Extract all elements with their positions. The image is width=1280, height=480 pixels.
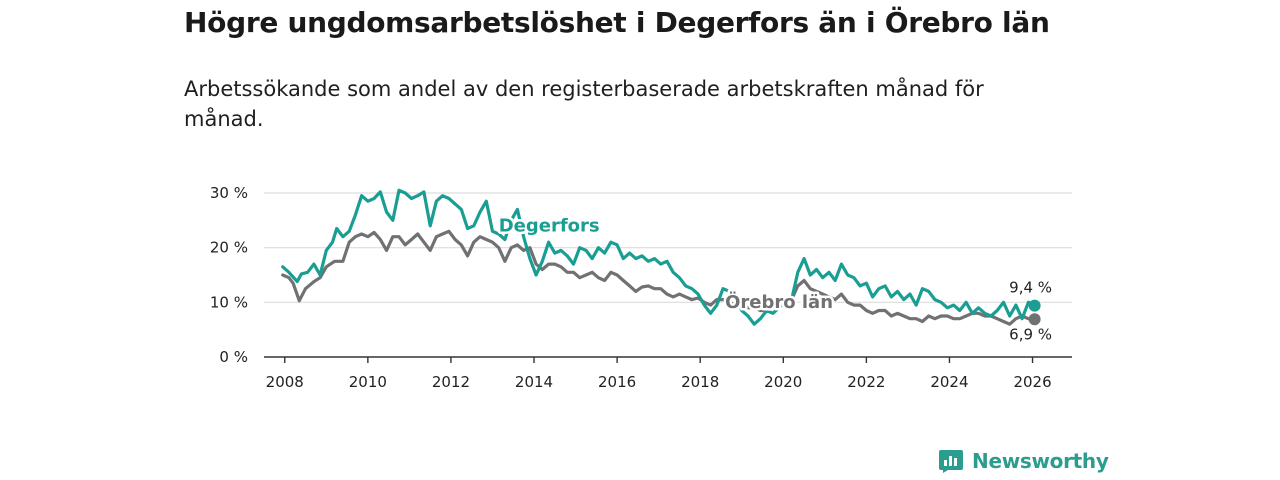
- y-axis-ticks: 0 % 10 % 20 % 30 %: [210, 184, 248, 366]
- x-axis-ticks: 2008 2010 2012 2014 2016 2018 2020 2022 2024 2026: [266, 357, 1052, 391]
- y-tick-label: 10 %: [210, 293, 248, 311]
- x-tick-label: 2026: [1013, 373, 1051, 391]
- x-tick-label: 2024: [930, 373, 968, 391]
- brand-name: Newsworthy: [972, 449, 1109, 473]
- x-tick-label: 2020: [764, 373, 802, 391]
- x-tick-label: 2014: [515, 373, 553, 391]
- series-lines: [281, 188, 1041, 326]
- series-line-degerfors: [281, 188, 1037, 326]
- chart-title: Högre ungdomsarbetslöshet i Degerfors än…: [184, 6, 1050, 39]
- x-tick-label: 2010: [349, 373, 387, 391]
- bar-chart-badge-icon: [939, 450, 963, 473]
- y-tick-label: 30 %: [210, 184, 248, 202]
- series-label-degerfors: Degerfors: [499, 215, 600, 236]
- y-tick-label: 20 %: [210, 239, 248, 257]
- series-label-orebro-lan: Örebro län: [725, 291, 833, 313]
- x-tick-label: 2012: [432, 373, 470, 391]
- x-tick-label: 2016: [598, 373, 636, 391]
- chart-subtitle: Arbetssökande som andel av den registerb…: [184, 77, 984, 131]
- end-value-label-orebro-lan: 6,9 %: [1009, 325, 1052, 343]
- x-tick-label: 2008: [266, 373, 304, 391]
- x-tick-label: 2022: [847, 373, 885, 391]
- x-tick-label: 2018: [681, 373, 719, 391]
- series-line-orebro-lan: [281, 229, 1037, 326]
- y-tick-label: 0 %: [219, 348, 248, 366]
- end-value-label-degerfors: 9,4 %: [1009, 279, 1052, 297]
- newsworthy-logo: Newsworthy: [938, 448, 1109, 474]
- series-labels: Degerfors Örebro län 9,4 % 6,9 %: [496, 213, 1054, 346]
- end-point-degerfors: [1028, 299, 1041, 312]
- end-point-orebro-lan: [1028, 313, 1041, 326]
